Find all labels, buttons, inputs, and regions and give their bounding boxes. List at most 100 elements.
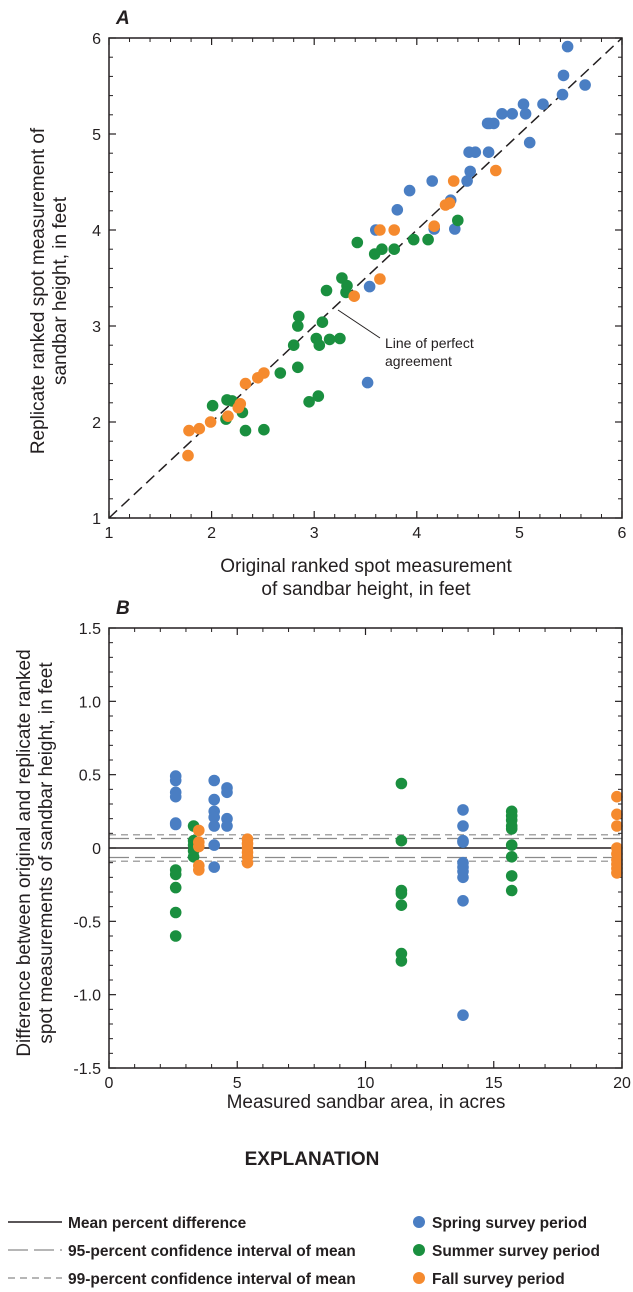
summer-point — [293, 310, 305, 323]
x-tick-label: 20 — [613, 1075, 631, 1092]
x-tick-label: 5 — [515, 525, 524, 542]
summer-point — [505, 870, 518, 882]
summer-point — [312, 390, 325, 402]
panel-a: A 1 2 3 4 5 6 1 2 3 4 5 6 Line of perfect agreement… — [28, 8, 627, 600]
spring-point — [208, 811, 220, 823]
summer-point — [169, 868, 182, 881]
spring-point — [517, 98, 530, 110]
spring-point — [391, 204, 404, 216]
spring-point — [208, 793, 220, 806]
y-tick-label: 5 — [92, 127, 101, 144]
fall-point — [490, 164, 502, 177]
panel-a-xlabel-line-2: of sandbar height, in feet — [261, 579, 471, 600]
summer-point — [388, 243, 401, 255]
legend-mean-label: Mean percent difference — [68, 1215, 247, 1232]
panel-a-points — [182, 40, 591, 462]
fall-point — [232, 401, 245, 414]
legend-spring-marker — [413, 1216, 425, 1228]
x-tick-label: 15 — [485, 1075, 503, 1092]
summer-point — [395, 887, 408, 900]
x-tick-label: 3 — [310, 525, 319, 542]
summer-point — [351, 236, 364, 249]
summer-point — [422, 233, 434, 246]
spring-point — [361, 376, 374, 389]
y-tick-label: -1.0 — [73, 988, 101, 1005]
x-tick-label: 2 — [207, 525, 216, 542]
panel-b: B 0 5 10 15 20 1.5 1.0 0.5 0 -0.5 -1.0 -1.5 Measure… — [14, 598, 631, 1113]
spring-point — [557, 69, 570, 82]
explanation-title: EXPLANATION — [245, 1149, 380, 1170]
fall-point — [182, 449, 194, 462]
panel-b-ticks: 0 5 10 15 20 1.5 1.0 0.5 0 -0.5 -1.0 -1.5 — [73, 621, 631, 1092]
x-tick-label: 1 — [105, 525, 114, 542]
summer-point — [334, 332, 346, 345]
legend-fall-label: Fall survey period — [432, 1271, 565, 1288]
y-tick-label: 2 — [92, 415, 101, 432]
legend-summer-label: Summer survey period — [432, 1243, 600, 1260]
summer-point — [323, 333, 336, 346]
fall-point — [611, 867, 623, 879]
fall-point — [611, 820, 623, 832]
fall-point — [374, 224, 386, 236]
spring-point — [537, 98, 549, 110]
x-tick-label: 5 — [233, 1075, 242, 1092]
summer-point — [395, 955, 408, 967]
panel-a-frame — [108, 37, 623, 519]
x-tick-label: 10 — [357, 1075, 375, 1092]
fall-point — [611, 790, 623, 803]
spring-point — [461, 175, 473, 187]
spring-point — [556, 88, 569, 101]
spring-point — [469, 146, 482, 158]
perfect-agreement-line — [108, 37, 623, 519]
spring-point — [506, 108, 518, 120]
spring-point — [208, 861, 220, 873]
fall-point — [239, 377, 252, 390]
summer-point — [169, 906, 182, 919]
summer-point — [239, 424, 252, 437]
fall-point — [204, 416, 217, 428]
legend-spring-label: Spring survey period — [432, 1215, 587, 1232]
spring-point — [208, 839, 220, 851]
fall-point — [251, 372, 264, 384]
summer-point — [287, 339, 300, 352]
spring-point — [221, 820, 233, 832]
panel-a-xlabel-line-1: Original ranked spot measurement — [220, 556, 512, 577]
fall-point — [374, 273, 386, 285]
summer-point — [310, 332, 323, 345]
spring-point — [579, 79, 591, 91]
x-tick-label: 4 — [412, 525, 421, 542]
spring-point — [363, 280, 376, 293]
legend-ci95-label: 95-percent confidence interval of mean — [68, 1243, 356, 1260]
explanation: EXPLANATION Mean percent difference 95-p… — [8, 1149, 600, 1288]
annotation-line-2: agreement — [385, 353, 452, 369]
fall-point — [193, 840, 205, 853]
spring-point — [169, 790, 182, 803]
spring-point — [221, 786, 233, 799]
fall-point — [388, 224, 401, 236]
fall-point — [439, 199, 452, 211]
x-tick-label: 6 — [618, 525, 627, 542]
y-tick-label: 6 — [92, 31, 101, 48]
summer-point — [187, 851, 200, 863]
panel-a-letter: A — [115, 8, 130, 29]
summer-point — [292, 320, 304, 332]
fall-point — [428, 220, 441, 232]
annotation-line-1: Line of perfect — [385, 335, 474, 351]
panel-b-letter: B — [116, 598, 130, 619]
x-tick-label: 0 — [105, 1075, 114, 1092]
fall-point — [193, 422, 206, 435]
spring-point — [561, 40, 574, 53]
fall-point — [183, 424, 195, 437]
legend-summer-marker — [413, 1244, 425, 1256]
summer-point — [395, 834, 408, 847]
spring-point — [457, 836, 469, 848]
spring-point — [464, 165, 477, 178]
spring-point — [457, 871, 469, 884]
spring-point — [457, 804, 469, 816]
panel-a-ylabel-line-2: sandbar height, in feet — [50, 196, 71, 385]
summer-point — [206, 399, 219, 412]
y-tick-label: 1.0 — [79, 694, 101, 711]
fall-point — [348, 290, 361, 303]
panel-b-reference-lines — [109, 834, 622, 862]
